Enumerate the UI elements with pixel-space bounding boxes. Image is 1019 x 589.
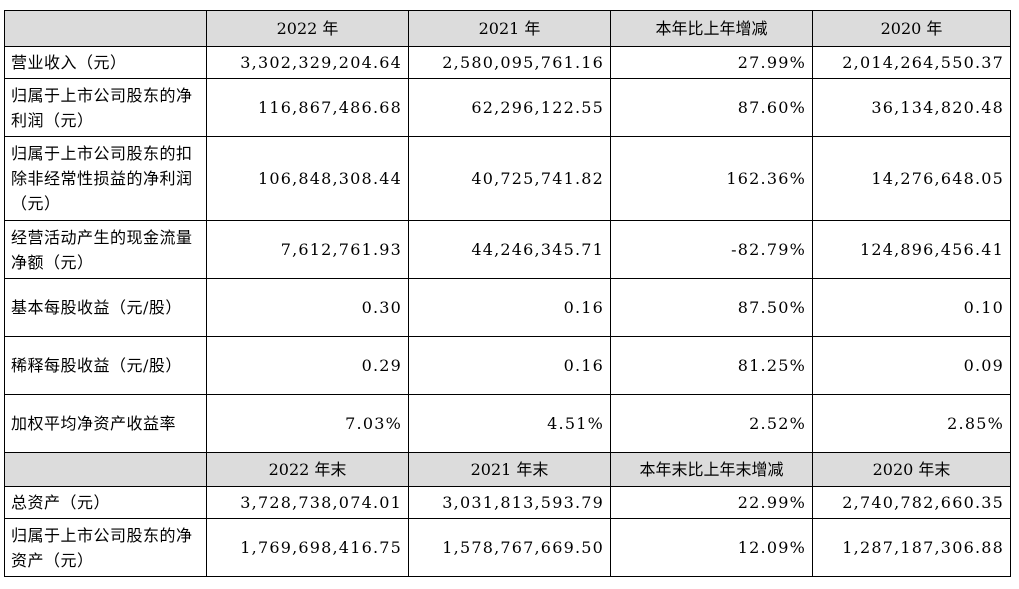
cell-value: 0.16	[408, 278, 611, 337]
header-cell-2022-year-end: 2022 年末	[206, 452, 409, 487]
cell-value: 2.52%	[610, 394, 813, 453]
row-label: 加权平均净资产收益率	[4, 394, 207, 453]
cell-value: 0.16	[408, 336, 611, 395]
table-row: 归属于上市公司股东的净利润（元） 116,867,486.68 62,296,1…	[4, 78, 1011, 137]
cell-value: 62,296,122.55	[408, 78, 611, 137]
cell-value: 44,246,345.71	[408, 220, 611, 279]
cell-value: 3,031,813,593.79	[408, 486, 611, 519]
cell-value: 27.99%	[610, 46, 813, 79]
financial-data-table: 2022 年 2021 年 本年比上年增减 2020 年 营业收入（元） 3,3…	[4, 10, 1011, 577]
cell-value: 116,867,486.68	[206, 78, 409, 137]
table-row: 归属于上市公司股东的扣除非经常性损益的净利润（元） 106,848,308.44…	[4, 136, 1011, 221]
header-cell-2021: 2021 年	[408, 10, 611, 47]
header-cell-year-end-change: 本年末比上年末增减	[610, 452, 813, 487]
cell-value: 162.36%	[610, 136, 813, 221]
cell-value: 124,896,456.41	[812, 220, 1011, 279]
table-header-row: 2022 年 2021 年 本年比上年增减 2020 年	[4, 10, 1011, 47]
table-row: 归属于上市公司股东的净资产（元） 1,769,698,416.75 1,578,…	[4, 518, 1011, 577]
row-label: 营业收入（元）	[4, 46, 207, 79]
table-row: 加权平均净资产收益率 7.03% 4.51% 2.52% 2.85%	[4, 394, 1011, 453]
table-row: 基本每股收益（元/股） 0.30 0.16 87.50% 0.10	[4, 278, 1011, 337]
header-cell-2022: 2022 年	[206, 10, 409, 47]
cell-value: 40,725,741.82	[408, 136, 611, 221]
row-label: 归属于上市公司股东的净利润（元）	[4, 78, 207, 137]
table-row: 稀释每股收益（元/股） 0.29 0.16 81.25% 0.09	[4, 336, 1011, 395]
table-header-row-year-end: 2022 年末 2021 年末 本年末比上年末增减 2020 年末	[4, 452, 1011, 487]
cell-value: 2.85%	[812, 394, 1011, 453]
row-label: 基本每股收益（元/股）	[4, 278, 207, 337]
cell-value: 1,287,187,306.88	[812, 518, 1011, 577]
header-cell-2020: 2020 年	[812, 10, 1011, 47]
header-cell-2020-year-end: 2020 年末	[812, 452, 1011, 487]
cell-value: 1,578,767,669.50	[408, 518, 611, 577]
cell-value: 36,134,820.48	[812, 78, 1011, 137]
cell-value: 14,276,648.05	[812, 136, 1011, 221]
cell-value: 3,302,329,204.64	[206, 46, 409, 79]
cell-value: -82.79%	[610, 220, 813, 279]
header-cell-empty	[4, 10, 207, 47]
cell-value: 2,580,095,761.16	[408, 46, 611, 79]
cell-value: 87.50%	[610, 278, 813, 337]
header-cell-yoy-change: 本年比上年增减	[610, 10, 813, 47]
header-cell-empty	[4, 452, 207, 487]
row-label: 稀释每股收益（元/股）	[4, 336, 207, 395]
cell-value: 1,769,698,416.75	[206, 518, 409, 577]
row-label: 归属于上市公司股东的扣除非经常性损益的净利润（元）	[4, 136, 207, 221]
cell-value: 0.29	[206, 336, 409, 395]
cell-value: 106,848,308.44	[206, 136, 409, 221]
row-label: 经营活动产生的现金流量净额（元）	[4, 220, 207, 279]
header-cell-2021-year-end: 2021 年末	[408, 452, 611, 487]
cell-value: 2,740,782,660.35	[812, 486, 1011, 519]
cell-value: 2,014,264,550.37	[812, 46, 1011, 79]
cell-value: 7.03%	[206, 394, 409, 453]
cell-value: 81.25%	[610, 336, 813, 395]
table-row: 总资产（元） 3,728,738,074.01 3,031,813,593.79…	[4, 486, 1011, 519]
table-row: 经营活动产生的现金流量净额（元） 7,612,761.93 44,246,345…	[4, 220, 1011, 279]
row-label: 总资产（元）	[4, 486, 207, 519]
cell-value: 3,728,738,074.01	[206, 486, 409, 519]
cell-value: 87.60%	[610, 78, 813, 137]
cell-value: 0.10	[812, 278, 1011, 337]
table-row: 营业收入（元） 3,302,329,204.64 2,580,095,761.1…	[4, 46, 1011, 79]
cell-value: 12.09%	[610, 518, 813, 577]
cell-value: 4.51%	[408, 394, 611, 453]
cell-value: 0.09	[812, 336, 1011, 395]
cell-value: 7,612,761.93	[206, 220, 409, 279]
cell-value: 22.99%	[610, 486, 813, 519]
cell-value: 0.30	[206, 278, 409, 337]
row-label: 归属于上市公司股东的净资产（元）	[4, 518, 207, 577]
